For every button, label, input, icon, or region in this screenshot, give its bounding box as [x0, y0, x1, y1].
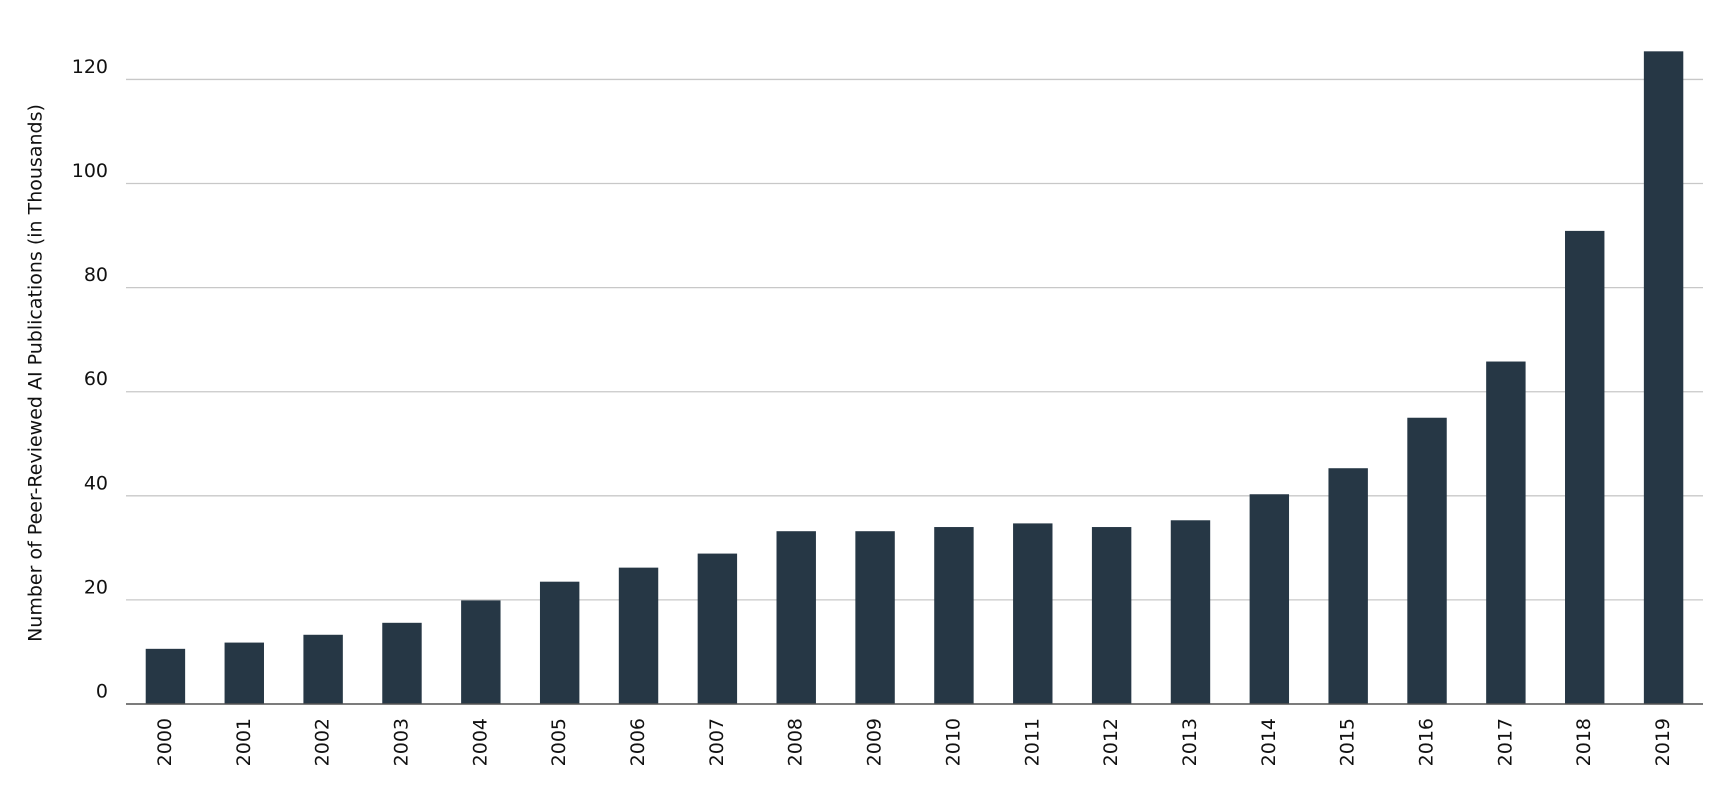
- x-tick-label: 2012: [1100, 718, 1122, 766]
- bar: [855, 531, 895, 704]
- x-tick-label: 2010: [942, 718, 964, 766]
- y-tick-label: 80: [84, 264, 108, 286]
- bar: [1643, 51, 1684, 704]
- x-tick-label: 2016: [1416, 718, 1438, 766]
- x-tick-label: 2009: [864, 718, 886, 766]
- bar: [1565, 230, 1605, 704]
- bar: [776, 531, 816, 704]
- bar: [303, 634, 343, 704]
- x-tick-label: 2018: [1573, 718, 1595, 766]
- bar: [697, 553, 738, 704]
- y-tick-label: 0: [96, 681, 108, 703]
- x-tick-label: 2017: [1494, 718, 1516, 766]
- bar: [382, 622, 422, 704]
- bar: [539, 581, 580, 704]
- y-tick-label: 60: [84, 368, 108, 390]
- bar: [1170, 520, 1211, 704]
- x-tick-label: 2004: [469, 718, 491, 766]
- x-tick-label: 2019: [1652, 718, 1674, 766]
- bar: [461, 600, 501, 704]
- x-tick-label: 2005: [548, 718, 570, 766]
- x-tick-label: 2013: [1179, 718, 1201, 766]
- bar: [1013, 523, 1053, 704]
- bar: [1249, 494, 1290, 704]
- y-tick-label: 20: [84, 576, 108, 598]
- x-tick-label: 2007: [706, 718, 728, 766]
- x-tick-label: 2015: [1337, 718, 1359, 766]
- y-tick-label: 120: [72, 56, 108, 78]
- x-tick-label: 2008: [785, 718, 807, 766]
- x-tick-label: 2000: [154, 718, 176, 766]
- x-tick-label: 2003: [390, 718, 412, 766]
- x-tick-label: 2006: [627, 718, 649, 766]
- bar: [1486, 361, 1526, 704]
- bar: [1091, 527, 1132, 704]
- y-tick-label: 100: [72, 160, 108, 182]
- x-tick-label: 2001: [233, 718, 255, 766]
- bar: [145, 648, 186, 704]
- y-axis-title: Number of Peer-Reviewed AI Publications …: [25, 104, 47, 642]
- x-tick-label: 2002: [312, 718, 334, 766]
- bar: [224, 642, 264, 704]
- bar: [618, 567, 659, 704]
- bar: [934, 527, 974, 704]
- x-tick-label: 2011: [1021, 718, 1043, 766]
- x-tick-label: 2014: [1258, 718, 1280, 766]
- bar: [1407, 417, 1447, 704]
- y-tick-label: 40: [84, 472, 108, 494]
- bar: [1328, 468, 1368, 704]
